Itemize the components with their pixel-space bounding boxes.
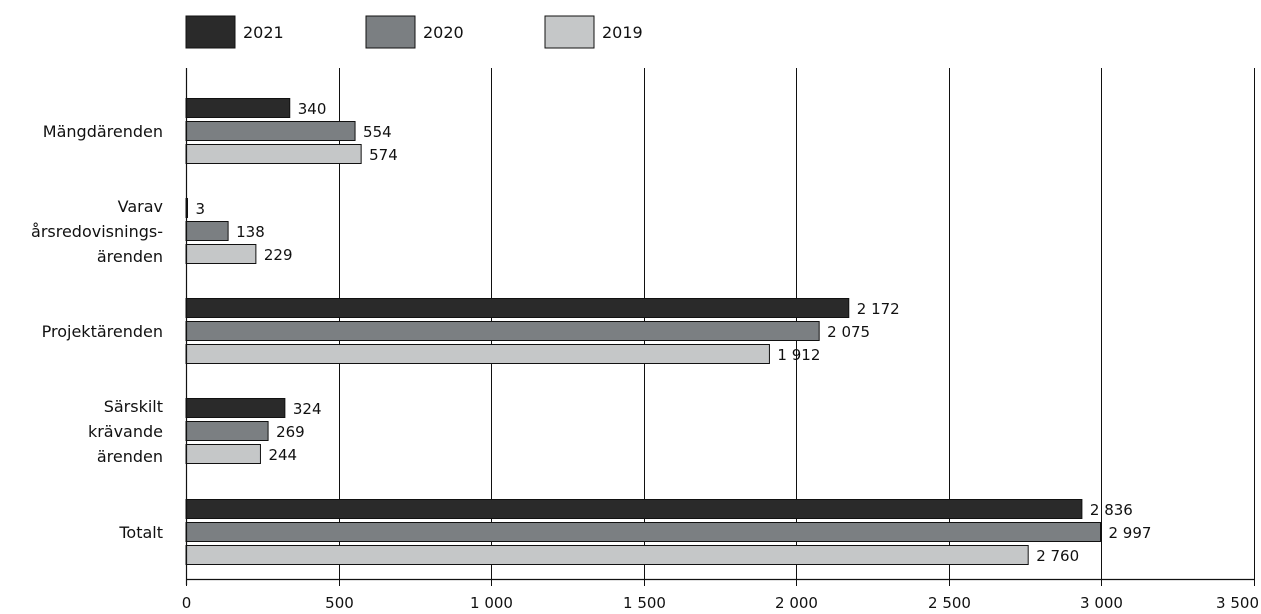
value-label: 138 bbox=[236, 223, 265, 241]
category-label: Mängdärenden bbox=[43, 122, 163, 141]
legend-swatch-2021 bbox=[185, 15, 236, 49]
x-tick-label: 0 bbox=[182, 594, 192, 612]
value-label: 2 760 bbox=[1036, 547, 1079, 565]
x-axis: 0 500 1 000 1 500 2 000 2 500 3 000 3 500 bbox=[182, 68, 1259, 612]
value-label: 269 bbox=[276, 423, 305, 441]
bar-2021-2 bbox=[185, 298, 850, 318]
bar-2021-3 bbox=[185, 398, 286, 418]
x-tick-label: 1 000 bbox=[470, 594, 513, 612]
value-label: 574 bbox=[369, 146, 398, 164]
bar-2020-4 bbox=[185, 522, 1102, 542]
bar-2019-2 bbox=[185, 344, 770, 364]
bar-2021-0 bbox=[185, 98, 291, 118]
category-label: Projektärenden bbox=[42, 322, 163, 341]
bars bbox=[185, 98, 1102, 565]
value-label: 324 bbox=[293, 400, 322, 418]
bar-2020-2 bbox=[185, 321, 820, 341]
bar-2021-4 bbox=[185, 499, 1083, 519]
x-tick-label: 2 500 bbox=[928, 594, 971, 612]
value-label: 2 836 bbox=[1090, 501, 1133, 519]
legend-swatch-2020 bbox=[365, 15, 416, 49]
bar-2019-0 bbox=[185, 144, 362, 164]
category-label: Varav årsredovisnings-ärenden bbox=[31, 197, 163, 266]
legend-label: 2020 bbox=[423, 23, 464, 42]
value-label: 2 997 bbox=[1109, 524, 1152, 542]
bar-2019-1 bbox=[185, 244, 257, 264]
category-label: Särskilt krävande ärenden bbox=[88, 397, 163, 466]
bar-2019-3 bbox=[185, 444, 261, 464]
value-label: 2 075 bbox=[827, 323, 870, 341]
value-label: 1 912 bbox=[777, 346, 820, 364]
bar-2020-3 bbox=[185, 421, 269, 441]
value-label: 244 bbox=[268, 446, 297, 464]
value-label: 554 bbox=[363, 123, 392, 141]
legend-label: 2019 bbox=[602, 23, 643, 42]
chart-legend: 2021 2020 2019 bbox=[185, 15, 643, 49]
x-tick-label: 3 500 bbox=[1216, 594, 1259, 612]
x-tick-label: 3 000 bbox=[1080, 594, 1123, 612]
bar-2019-4 bbox=[185, 545, 1029, 565]
x-tick-label: 500 bbox=[325, 594, 354, 612]
legend-label: 2021 bbox=[243, 23, 284, 42]
value-labels: 340 3 2 172 324 2 836 554 138 2 075 269 2 997 574 2… bbox=[196, 100, 1152, 565]
bar-2020-0 bbox=[185, 121, 356, 141]
value-label: 229 bbox=[264, 246, 293, 264]
x-tick-label: 1 500 bbox=[623, 594, 666, 612]
value-label: 2 172 bbox=[857, 300, 900, 318]
category-label: Totalt bbox=[118, 523, 163, 542]
category-labels: Mängdärenden Varav årsredovisnings-ärenden… bbox=[31, 122, 163, 542]
x-tick-label: 2 000 bbox=[775, 594, 818, 612]
legend-swatch-2019 bbox=[544, 15, 595, 49]
value-label: 3 bbox=[196, 200, 206, 218]
bar-2020-1 bbox=[185, 221, 229, 241]
value-label: 340 bbox=[298, 100, 327, 118]
